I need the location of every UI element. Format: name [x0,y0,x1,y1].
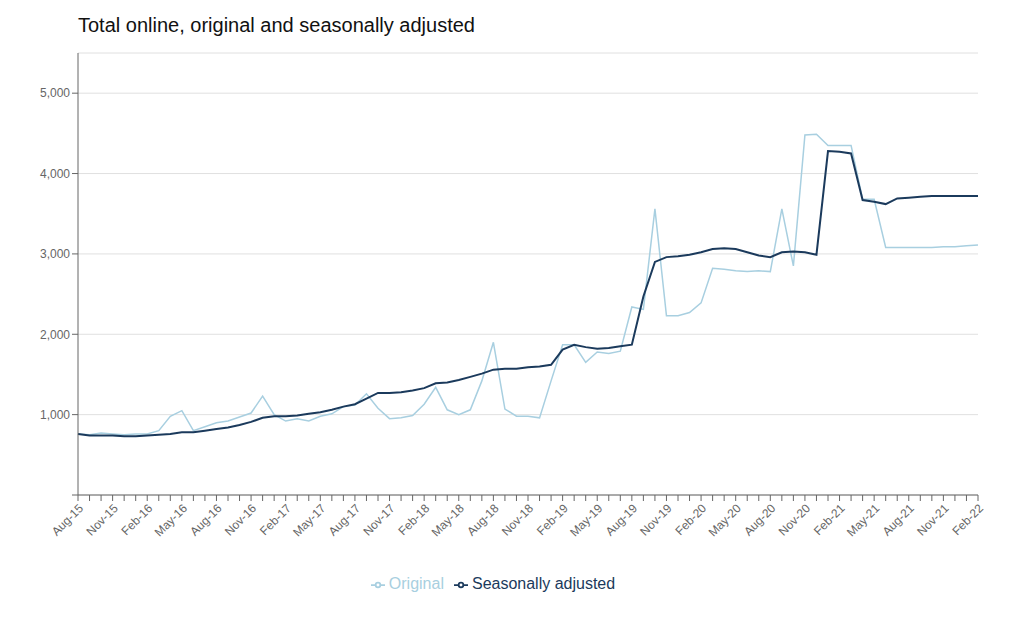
svg-text:Feb-21: Feb-21 [811,501,848,538]
html-text:Total online, original and sea: Total online, original and seasonally ad… [78,14,475,36]
svg-text:May-17: May-17 [290,501,328,539]
svg-text:May-16: May-16 [152,501,190,539]
svg-text:Nov-16: Nov-16 [222,501,259,538]
svg-text:Aug-17: Aug-17 [326,501,363,538]
svg-text:4,000: 4,000 [40,167,70,181]
svg-text:Nov-17: Nov-17 [360,501,397,538]
svg-text:Nov-21: Nov-21 [914,501,951,538]
svg-text:Feb-16: Feb-16 [119,501,156,538]
svg-text:Feb-20: Feb-20 [672,501,709,538]
svg-text:Aug-15: Aug-15 [49,501,86,538]
svg-text:Aug-18: Aug-18 [464,501,501,538]
svg-text:Feb-17: Feb-17 [257,501,294,538]
svg-text:May-18: May-18 [429,501,467,539]
svg-text:Feb-22: Feb-22 [949,501,986,538]
svg-text:Aug-20: Aug-20 [741,501,778,538]
svg-text:3,000: 3,000 [40,247,70,261]
svg-text:Nov-20: Nov-20 [776,501,813,538]
svg-text:Feb-18: Feb-18 [396,501,433,538]
svg-text:Aug-19: Aug-19 [603,501,640,538]
svg-text:Nov-15: Nov-15 [84,501,121,538]
svg-text:Aug-21: Aug-21 [880,501,917,538]
svg-text:May-20: May-20 [706,501,744,539]
svg-text:2,000: 2,000 [40,328,70,342]
svg-text:Nov-18: Nov-18 [499,501,536,538]
svg-text:May-21: May-21 [844,501,882,539]
svg-text:Nov-19: Nov-19 [637,501,674,538]
svg-text:Aug-16: Aug-16 [187,501,224,538]
svg-text:Feb-19: Feb-19 [534,501,571,538]
html-text:Original: Original [388,575,444,592]
html-text:Seasonally adjusted: Seasonally adjusted [472,575,616,592]
svg-text:1,000: 1,000 [40,408,70,422]
svg-text:May-19: May-19 [567,501,605,539]
svg-text:5,000: 5,000 [40,86,70,100]
